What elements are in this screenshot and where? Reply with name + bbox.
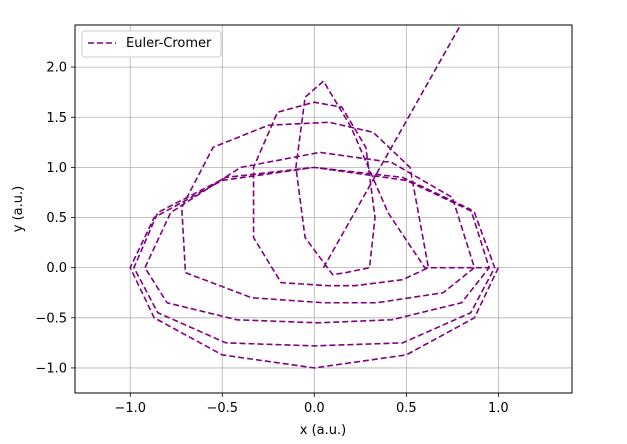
legend-label: Euler-Cromer	[126, 36, 212, 51]
y-tick-label: 0.0	[46, 261, 67, 276]
x-tick-label: 0.0	[304, 401, 325, 416]
x-tick-label: 1.0	[488, 401, 509, 416]
y-axis-label: y (a.u.)	[11, 186, 26, 232]
legend: Euler-Cromer	[81, 30, 222, 58]
legend-box	[81, 30, 222, 58]
plot-frame	[74, 24, 573, 394]
x-axis-label: x (a.u.)	[300, 423, 346, 438]
y-tick-label: 2.0	[46, 61, 67, 76]
x-tick-label: 0.5	[396, 401, 417, 416]
x-tick-label: −1.0	[114, 401, 146, 416]
y-tick-label: 1.5	[46, 111, 67, 126]
y-tick-label: −1.0	[35, 361, 67, 376]
y-tick-label: −0.5	[35, 311, 67, 326]
x-tick-label: −0.5	[206, 401, 238, 416]
series-line	[129, 25, 500, 369]
axis-ticks: −1.0 −0.5 0.0 0.5 1.0 −1.0 −0.5 0.0 0.5 1.0 1.5 2.0	[35, 61, 508, 416]
grid	[75, 25, 572, 393]
y-tick-label: 0.5	[46, 211, 67, 226]
y-tick-label: 1.0	[46, 161, 67, 176]
plot-area	[129, 25, 500, 369]
